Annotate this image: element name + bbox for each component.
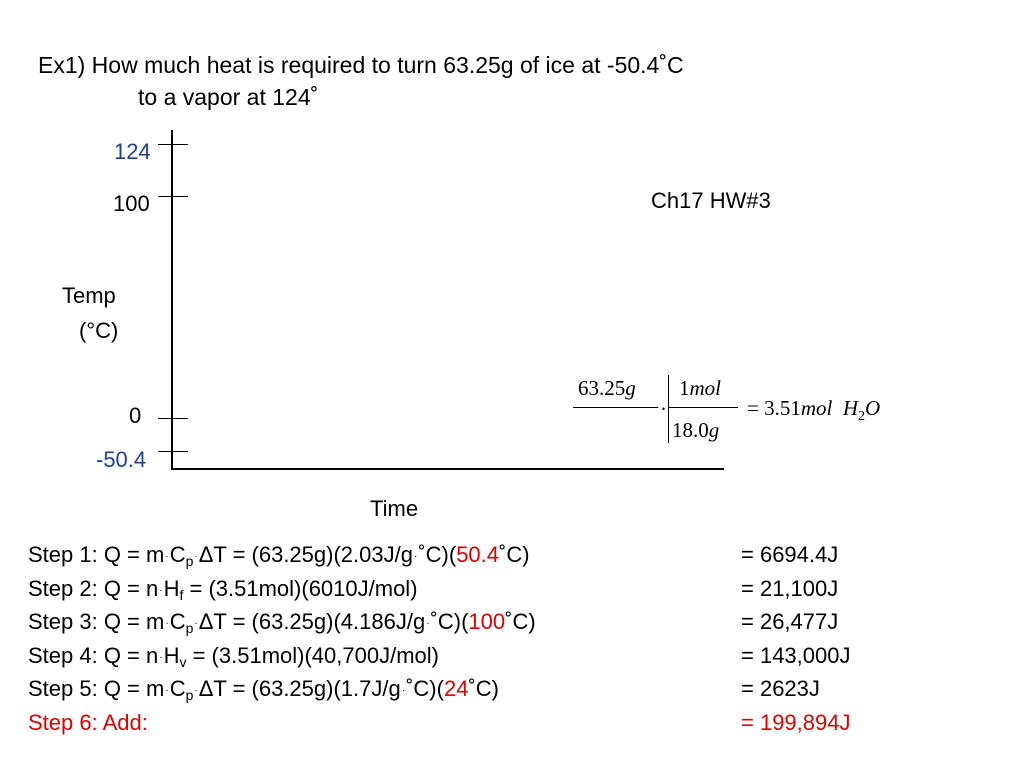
step-3-result: = 26,477J xyxy=(741,609,839,634)
factor-divider xyxy=(668,375,669,443)
mass-numerator: 63.25g xyxy=(578,376,636,400)
tick-mark-124 xyxy=(158,144,188,145)
step-5-result: = 2623J xyxy=(741,676,820,701)
x-axis-label: Time xyxy=(370,496,419,521)
factor-numerator: 1mol xyxy=(679,376,721,400)
question-line-1: Ex1) How much heat is required to turn 6… xyxy=(38,52,684,78)
total-result: = 199,894J xyxy=(741,709,851,735)
step-5: Step 5: Q = m·Cp·ΔT = (63.25g)(1.7J/g·˚C… xyxy=(28,672,820,706)
tick-mark-0 xyxy=(158,418,188,419)
x-axis xyxy=(171,468,724,470)
step-4: Step 4: Q = n·Hv = (3.51mol)(40,700J/mol… xyxy=(28,639,850,673)
y-axis-label: Temp xyxy=(62,283,116,308)
temp-change-highlight: 50.4 xyxy=(456,542,500,567)
temp-change-highlight: 100 xyxy=(468,609,506,634)
y-axis xyxy=(171,130,173,470)
tick-label-0: 0 xyxy=(129,403,142,428)
y-axis-unit: (°C) xyxy=(79,318,119,343)
step-6: Step 6: Add: = 199,894J xyxy=(28,706,850,740)
tick-mark-100 xyxy=(158,196,188,197)
fraction-bar-2 xyxy=(668,407,738,408)
tick-label-100: 100 xyxy=(113,191,150,216)
tick-mark-neg50 xyxy=(158,451,188,452)
step-2-result: = 21,100J xyxy=(741,575,839,601)
step-2: Step 2: Q = n·Hf = (3.51mol)(6010J/mol) … xyxy=(28,572,838,606)
conversion-result: = 3.51mol H2O xyxy=(747,396,881,424)
multiply-dot: · xyxy=(660,397,667,421)
fraction-bar-1 xyxy=(573,407,658,408)
factor-denominator: 18.0g xyxy=(672,418,720,442)
step-4-result: = 143,000J xyxy=(741,642,851,668)
temp-change-highlight: 24 xyxy=(443,676,469,701)
tick-label-124: 124 xyxy=(114,139,151,164)
homework-label: Ch17 HW#3 xyxy=(651,188,771,213)
tick-label-neg50: -50.4 xyxy=(96,447,147,472)
step-3: Step 3: Q = m·Cp·ΔT = (63.25g)(4.186J/g·… xyxy=(28,605,838,639)
calculation-steps: Step 1: Q = m·Cp·ΔT = (63.25g)(2.03J/g·˚… xyxy=(28,538,850,740)
step-1-result: = 6694.4J xyxy=(741,542,839,567)
step-1: Step 1: Q = m·Cp·ΔT = (63.25g)(2.03J/g·˚… xyxy=(28,538,838,572)
question-line-2: to a vapor at 124˚ xyxy=(138,84,319,110)
